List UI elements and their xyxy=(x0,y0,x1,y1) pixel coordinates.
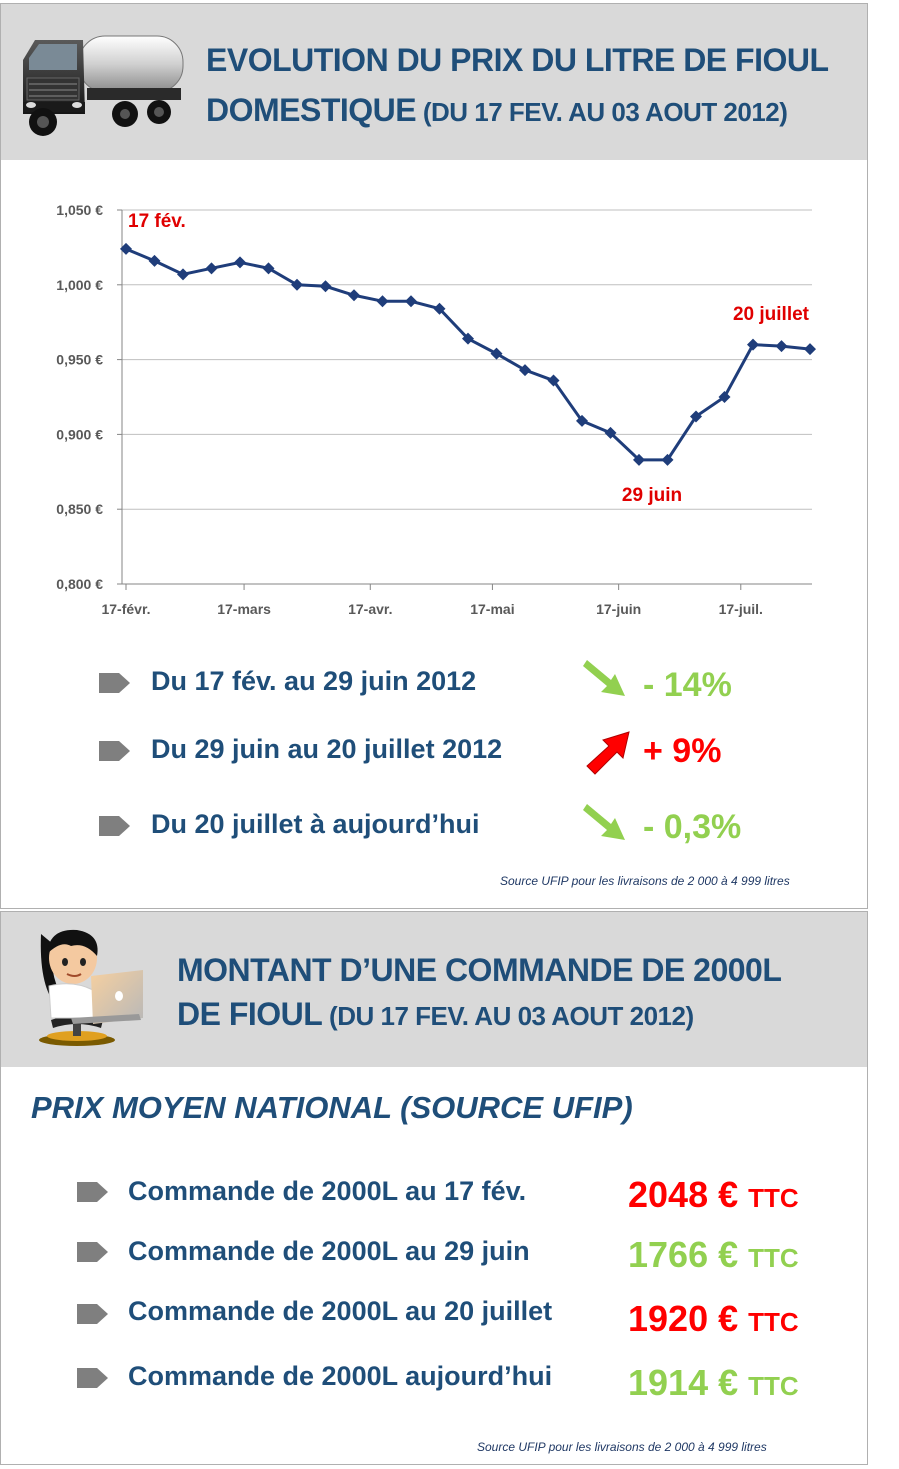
fuel-tanker-truck-icon xyxy=(23,35,184,136)
fuel-price-title-line2: DOMESTIQUE (DU 17 FEV. AU 03 AOUT 2012) xyxy=(206,92,788,129)
y-tick-label: 0,850 € xyxy=(56,501,103,517)
order-amount-3: 1920 € TTC xyxy=(628,1298,799,1340)
data-point xyxy=(718,391,731,403)
data-point xyxy=(747,338,759,351)
order-amount-title-line2: DE FIOUL (DU 17 FEV. AU 03 AOUT 2012) xyxy=(177,996,694,1033)
x-tick-label: 17-févr. xyxy=(101,601,150,617)
national-average-price-subtitle: PRIX MOYEN NATIONAL (SOURCE UFIP) xyxy=(31,1090,633,1125)
order-amount-2-value: 1766 € xyxy=(628,1234,739,1275)
change-label-2: Du 29 juin au 20 juillet 2012 xyxy=(151,734,503,764)
data-point xyxy=(775,340,788,353)
annotation-rebound: 20 juillet xyxy=(733,304,810,325)
x-tick-label: 17-juin xyxy=(596,601,641,617)
order-amount-2: 1766 € TTC xyxy=(628,1234,799,1276)
order-amount-2-unit: TTC xyxy=(748,1243,799,1273)
grey-arrow-bullet-icon xyxy=(77,1368,108,1388)
data-point xyxy=(205,262,218,275)
x-tick-label: 17-avr. xyxy=(348,601,392,617)
data-point xyxy=(519,364,531,377)
y-tick-label: 0,900 € xyxy=(56,426,103,442)
change-value-1: - 14% xyxy=(643,666,732,704)
y-tick-label: 0,800 € xyxy=(56,576,103,592)
order-amount-1: 2048 € TTC xyxy=(628,1174,799,1216)
change-value-3: - 0,3% xyxy=(643,808,742,846)
grey-arrow-bullet-icon xyxy=(77,1242,108,1262)
series-line xyxy=(125,247,811,462)
fuel-price-header: EVOLUTION DU PRIX DU LITRE DE FIOUL DOME… xyxy=(1,4,867,160)
order-label-2: Commande de 2000L au 29 juin xyxy=(128,1236,530,1266)
order-label-4: Commande de 2000L aujourd’hui xyxy=(128,1361,553,1391)
annotation-low: 29 juin xyxy=(622,485,682,506)
x-tick-label: 17-mai xyxy=(470,601,514,617)
fuel-price-line-chart: 0,800 € 0,850 € 0,900 € 0,950 € 1,000 € 1,050… xyxy=(56,202,816,617)
data-point xyxy=(661,453,674,466)
data-point xyxy=(319,280,332,293)
data-point xyxy=(547,374,560,387)
data-point xyxy=(234,256,246,269)
order-amount-4-value: 1914 € xyxy=(628,1362,739,1403)
order-amount-4-unit: TTC xyxy=(748,1371,799,1401)
data-point xyxy=(690,410,702,423)
fuel-price-panel: EVOLUTION DU PRIX DU LITRE DE FIOUL DOME… xyxy=(0,3,868,909)
data-point xyxy=(348,289,360,302)
change-label-1: Du 17 fév. au 29 juin 2012 xyxy=(151,666,477,696)
order-amount-title-line1: MONTANT D’UNE COMMANDE DE 2000L xyxy=(177,952,782,988)
data-point xyxy=(177,268,189,281)
arrow-up-right-icon xyxy=(586,731,630,775)
arrow-down-right-icon xyxy=(583,804,625,840)
order-label-1: Commande de 2000L au 17 fév. xyxy=(128,1176,527,1206)
order-amount-1-value: 2048 € xyxy=(628,1174,739,1215)
x-tick-label: 17-juil. xyxy=(719,601,763,617)
data-point xyxy=(633,453,645,466)
x-tick-label: 17-mars xyxy=(217,601,271,617)
arrow-down-right-icon xyxy=(583,660,625,696)
order-amount-1-unit: TTC xyxy=(748,1183,799,1213)
data-point xyxy=(804,343,816,356)
y-tick-label: 1,000 € xyxy=(56,277,103,293)
order-amount-header: MONTANT D’UNE COMMANDE DE 2000L DE FIOUL… xyxy=(1,912,867,1067)
change-value-2: + 9% xyxy=(643,732,722,770)
data-point xyxy=(604,426,617,439)
y-tick-label: 1,050 € xyxy=(56,202,103,218)
change-label-3: Du 20 juillet à aujourd’hui xyxy=(151,809,480,839)
data-point xyxy=(405,295,417,308)
grey-arrow-bullet-icon xyxy=(99,741,130,761)
fuel-price-title-line1: EVOLUTION DU PRIX DU LITRE DE FIOUL xyxy=(206,42,829,78)
data-point xyxy=(262,262,275,275)
person-at-laptop-icon xyxy=(39,929,143,1046)
source-note: Source UFIP pour les livraisons de 2 000… xyxy=(500,874,790,888)
data-point xyxy=(433,302,446,315)
data-point xyxy=(576,414,588,427)
order-amount-title-period: (DU 17 FEV. AU 03 AOUT 2012) xyxy=(322,1001,694,1031)
data-point xyxy=(291,278,303,291)
data-point xyxy=(148,254,161,267)
data-point xyxy=(376,295,389,308)
data-point xyxy=(490,347,503,360)
grey-arrow-bullet-icon xyxy=(99,816,130,836)
fuel-price-title-main: DOMESTIQUE xyxy=(206,92,417,128)
data-point xyxy=(462,332,474,345)
grey-arrow-bullet-icon xyxy=(99,673,130,693)
annotation-start: 17 fév. xyxy=(128,211,186,232)
order-amount-title-main: DE FIOUL xyxy=(177,996,323,1032)
grey-arrow-bullet-icon xyxy=(77,1304,108,1324)
order-amount-3-value: 1920 € xyxy=(628,1298,739,1339)
order-amount-3-unit: TTC xyxy=(748,1307,799,1337)
grey-arrow-bullet-icon xyxy=(77,1182,108,1202)
y-tick-label: 0,950 € xyxy=(56,352,103,368)
source-note: Source UFIP pour les livraisons de 2 000… xyxy=(477,1440,767,1454)
fuel-price-title-period: (DU 17 FEV. AU 03 AOUT 2012) xyxy=(416,97,788,127)
order-amount-panel: MONTANT D’UNE COMMANDE DE 2000L DE FIOUL… xyxy=(0,911,868,1465)
order-amount-4: 1914 € TTC xyxy=(628,1362,799,1404)
order-label-3: Commande de 2000L au 20 juillet xyxy=(128,1296,553,1326)
data-point xyxy=(120,242,132,255)
